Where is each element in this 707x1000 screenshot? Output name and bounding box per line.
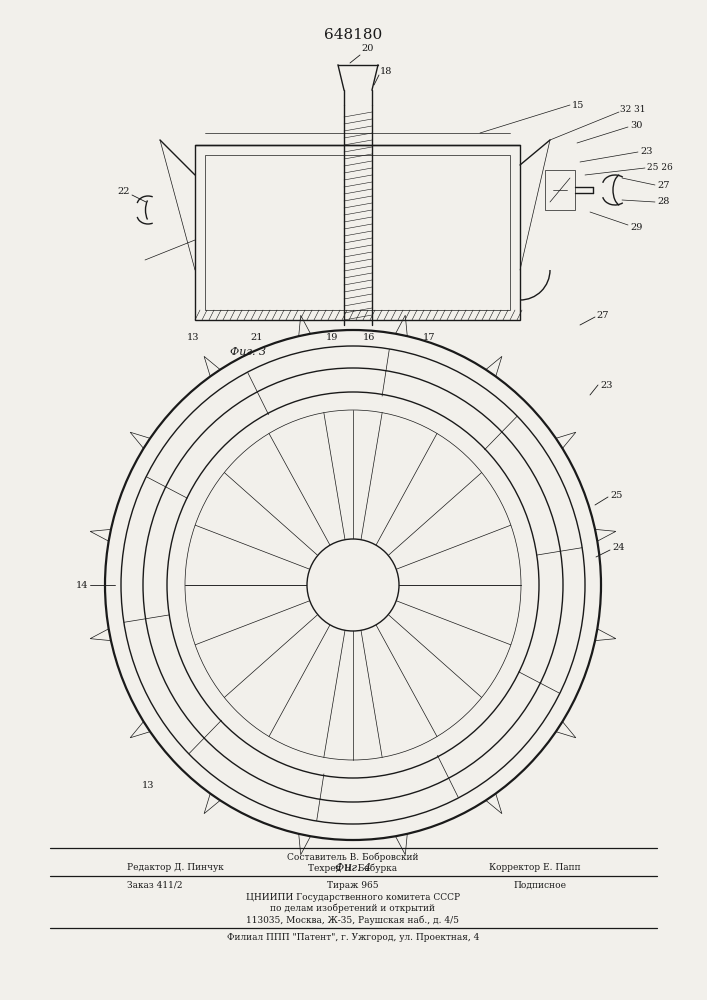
Text: 23: 23 bbox=[640, 147, 653, 156]
Text: Фиг. 3: Фиг. 3 bbox=[230, 347, 266, 357]
Text: 27: 27 bbox=[596, 310, 609, 320]
Text: Фиг. 4: Фиг. 4 bbox=[335, 863, 371, 873]
Text: 21: 21 bbox=[250, 334, 262, 342]
Bar bbox=[545, 170, 575, 210]
Text: 18: 18 bbox=[380, 68, 392, 77]
Text: 14: 14 bbox=[76, 580, 88, 589]
Bar bbox=[195, 145, 520, 320]
Text: Техред Н. Бабурка: Техред Н. Бабурка bbox=[308, 863, 397, 873]
Text: 24: 24 bbox=[612, 542, 624, 552]
Text: Корректор Е. Папп: Корректор Е. Папп bbox=[489, 863, 581, 872]
Text: 13: 13 bbox=[142, 780, 155, 790]
Bar bbox=[205, 155, 510, 310]
Text: Составитель В. Бобровский: Составитель В. Бобровский bbox=[287, 852, 419, 862]
Text: Заказ 411/2: Заказ 411/2 bbox=[127, 880, 182, 890]
Text: 25: 25 bbox=[610, 490, 622, 499]
Text: 30: 30 bbox=[630, 120, 643, 129]
Text: 23: 23 bbox=[600, 380, 612, 389]
Text: 113035, Москва, Ж-35, Раушская наб., д. 4/5: 113035, Москва, Ж-35, Раушская наб., д. … bbox=[247, 915, 460, 925]
Text: Филиал ППП "Патент", г. Ужгород, ул. Проектная, 4: Филиал ППП "Патент", г. Ужгород, ул. Про… bbox=[227, 934, 479, 942]
Text: 32 31: 32 31 bbox=[620, 105, 645, 114]
Text: по делам изобретений и открытий: по делам изобретений и открытий bbox=[271, 903, 436, 913]
Polygon shape bbox=[338, 65, 378, 90]
Text: 20: 20 bbox=[361, 44, 373, 53]
Text: 29: 29 bbox=[630, 224, 643, 232]
Text: 22: 22 bbox=[117, 188, 130, 196]
Text: Редактор Д. Пинчук: Редактор Д. Пинчук bbox=[127, 863, 223, 872]
Text: 16: 16 bbox=[363, 334, 375, 342]
Text: 17: 17 bbox=[423, 334, 436, 342]
Text: 25 26: 25 26 bbox=[647, 163, 673, 172]
Text: 27: 27 bbox=[657, 180, 670, 190]
Text: Подписное: Подписное bbox=[513, 880, 566, 890]
Text: 19: 19 bbox=[326, 334, 339, 342]
Text: 28: 28 bbox=[657, 198, 670, 207]
Ellipse shape bbox=[307, 539, 399, 631]
Text: 15: 15 bbox=[572, 101, 585, 109]
Text: 13: 13 bbox=[187, 334, 199, 342]
Text: Тираж 965: Тираж 965 bbox=[327, 880, 379, 890]
Text: ЦНИИПИ Государственного комитета СССР: ЦНИИПИ Государственного комитета СССР bbox=[246, 892, 460, 902]
Text: 648180: 648180 bbox=[324, 28, 382, 42]
